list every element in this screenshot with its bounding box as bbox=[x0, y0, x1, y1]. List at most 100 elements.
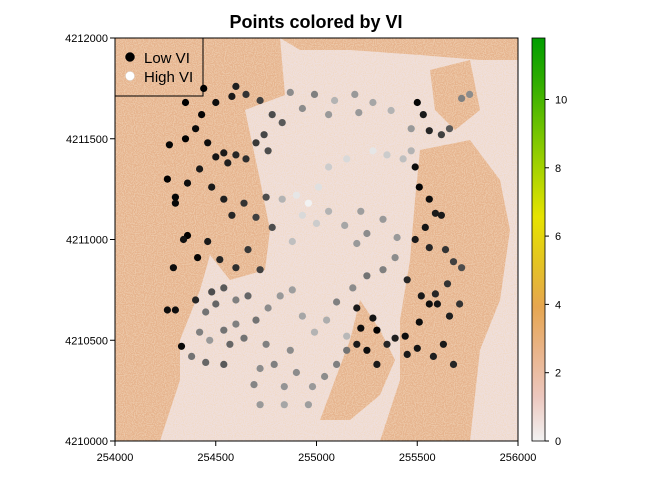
data-point bbox=[262, 193, 270, 201]
data-point bbox=[449, 258, 458, 266]
data-point bbox=[443, 280, 452, 288]
data-point bbox=[369, 98, 377, 107]
data-point bbox=[280, 401, 288, 409]
y-axis: 4210000 4210500 4211000 4211500 4212000 bbox=[65, 33, 115, 448]
data-point bbox=[220, 195, 228, 203]
y-tick-label: 4211000 bbox=[66, 235, 108, 247]
data-point bbox=[204, 237, 212, 246]
data-point bbox=[204, 139, 212, 147]
data-point bbox=[407, 147, 415, 155]
data-point bbox=[298, 104, 306, 113]
x-tick-label: 254000 bbox=[97, 452, 134, 464]
data-point bbox=[278, 119, 286, 127]
data-point bbox=[413, 344, 421, 352]
data-point bbox=[369, 314, 377, 322]
data-point bbox=[403, 350, 411, 358]
data-point bbox=[252, 316, 260, 324]
data-point bbox=[216, 256, 224, 264]
data-point bbox=[343, 155, 351, 163]
data-point bbox=[333, 360, 341, 368]
points-layer bbox=[163, 82, 474, 409]
colorbar: 0 2 4 6 8 10 bbox=[531, 37, 567, 448]
data-point bbox=[198, 111, 206, 119]
data-point bbox=[419, 111, 427, 119]
data-point bbox=[268, 111, 276, 119]
data-point bbox=[212, 300, 220, 308]
data-point bbox=[292, 368, 300, 377]
data-point bbox=[181, 98, 190, 107]
data-point bbox=[256, 364, 264, 373]
data-point bbox=[393, 233, 401, 242]
data-point bbox=[383, 340, 391, 348]
data-point bbox=[212, 98, 220, 107]
data-point bbox=[220, 149, 228, 157]
data-point bbox=[179, 235, 188, 244]
data-point bbox=[288, 237, 296, 246]
data-point bbox=[242, 90, 250, 98]
data-point bbox=[403, 276, 411, 284]
data-point bbox=[165, 141, 173, 149]
data-point bbox=[343, 346, 351, 354]
data-point bbox=[351, 90, 359, 98]
data-point bbox=[264, 304, 272, 312]
colorbar-tick-label: 4 bbox=[555, 299, 561, 311]
data-point bbox=[288, 286, 296, 294]
y-tick-label: 4212000 bbox=[65, 33, 108, 45]
data-point bbox=[425, 244, 433, 252]
colorbar-tick-label: 10 bbox=[555, 94, 567, 106]
x-tick-label: 255000 bbox=[298, 452, 335, 464]
data-point bbox=[244, 292, 252, 300]
colorbar-gradient bbox=[531, 37, 546, 442]
data-point bbox=[240, 334, 248, 342]
data-point bbox=[343, 332, 351, 340]
data-point bbox=[196, 328, 204, 336]
data-point bbox=[391, 334, 399, 342]
data-point bbox=[437, 131, 445, 139]
colorbar-ticks: 0 2 4 6 8 10 bbox=[545, 94, 567, 448]
legend-marker-low bbox=[125, 52, 135, 62]
data-point bbox=[466, 90, 474, 98]
data-point bbox=[276, 292, 284, 300]
data-point bbox=[304, 199, 312, 207]
data-point bbox=[232, 296, 240, 304]
data-point bbox=[232, 151, 240, 159]
data-point bbox=[425, 195, 433, 203]
data-point bbox=[252, 213, 260, 221]
data-point bbox=[171, 193, 179, 201]
data-point bbox=[208, 288, 216, 296]
raster-layer bbox=[115, 38, 518, 441]
colorbar-tick-label: 2 bbox=[555, 368, 561, 380]
data-point bbox=[206, 336, 214, 344]
data-point bbox=[445, 312, 454, 320]
data-point bbox=[415, 318, 423, 326]
data-point bbox=[449, 360, 458, 368]
data-point bbox=[411, 163, 419, 171]
data-point bbox=[379, 215, 387, 223]
legend-marker-high bbox=[125, 71, 135, 81]
data-point bbox=[256, 96, 264, 105]
data-point bbox=[252, 139, 260, 147]
data-point bbox=[321, 372, 329, 381]
data-point bbox=[415, 183, 423, 191]
data-point bbox=[232, 82, 240, 90]
legend-label-high: High VI bbox=[144, 69, 193, 86]
data-point bbox=[341, 221, 349, 229]
data-point bbox=[278, 195, 286, 203]
data-point bbox=[262, 340, 270, 348]
data-point bbox=[208, 183, 216, 191]
data-point bbox=[298, 312, 306, 320]
data-point bbox=[441, 246, 450, 254]
data-point bbox=[425, 300, 433, 308]
data-point bbox=[401, 332, 409, 340]
data-point bbox=[196, 165, 204, 173]
data-point bbox=[357, 324, 365, 332]
data-point bbox=[171, 306, 179, 314]
data-point bbox=[202, 308, 210, 316]
data-point bbox=[226, 340, 234, 348]
data-point bbox=[163, 306, 171, 314]
data-point bbox=[200, 84, 208, 92]
data-point bbox=[256, 266, 264, 274]
data-point bbox=[387, 106, 395, 115]
data-point bbox=[286, 346, 294, 354]
colorbar-tick-label: 8 bbox=[555, 163, 561, 175]
